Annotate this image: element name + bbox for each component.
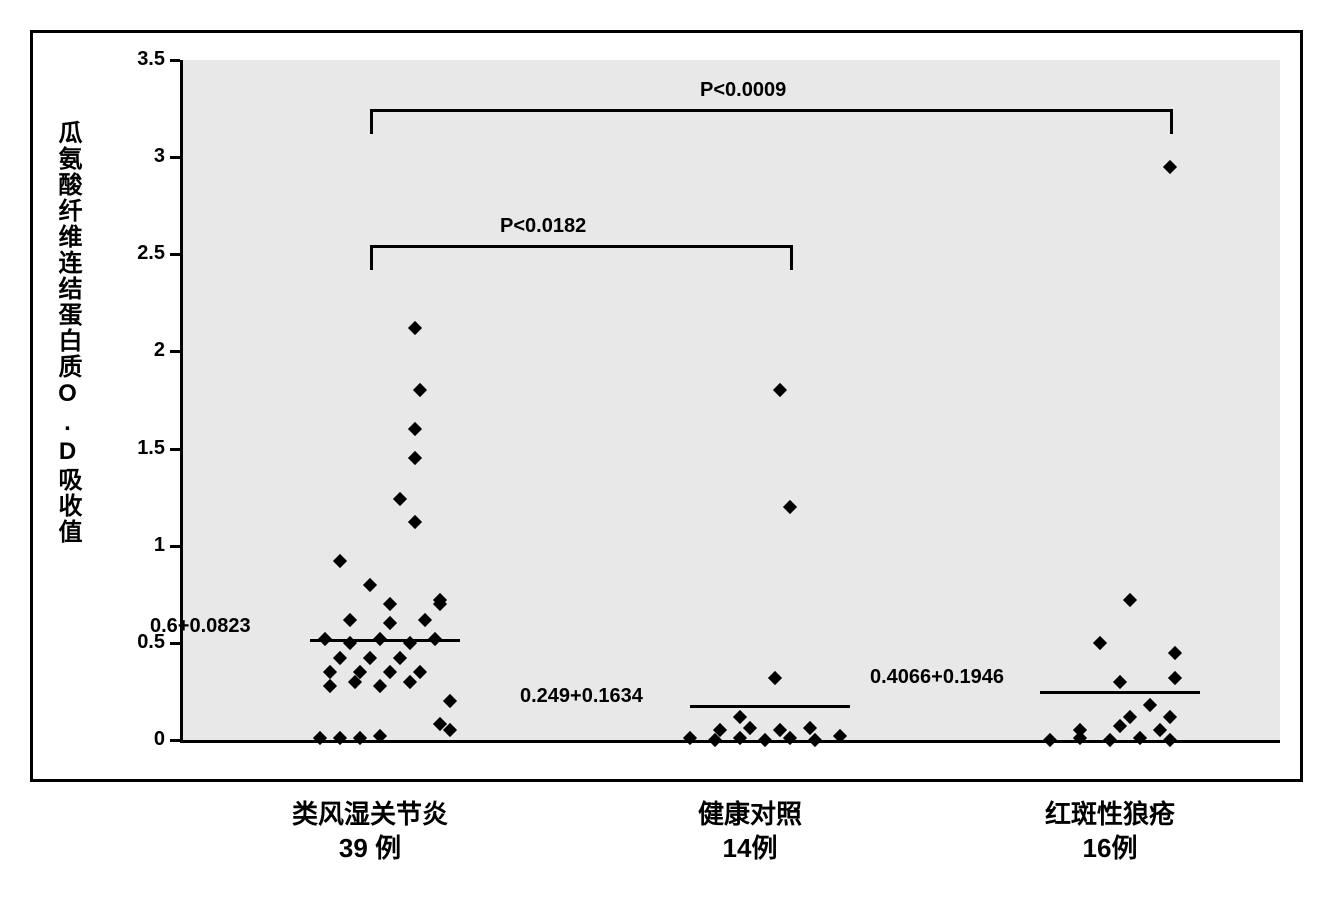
bracket-end: [370, 245, 373, 270]
y-tick-label: 2: [154, 339, 165, 362]
y-axis-label: 瓜氨酸纤维连结蛋白质O.D吸收值: [50, 120, 85, 680]
mean-line: [310, 639, 460, 642]
y-tick-mark: [170, 448, 180, 451]
y-tick-mark: [170, 642, 180, 645]
p-value-label: P<0.0009: [700, 79, 786, 102]
y-tick-mark: [170, 739, 180, 742]
p-value-label: P<0.0182: [500, 215, 586, 238]
y-tick-mark: [170, 350, 180, 353]
y-tick-mark: [170, 545, 180, 548]
x-category-sublabel: 39 例: [250, 828, 490, 865]
mean-label: 0.249+0.1634: [520, 685, 643, 708]
y-tick-label: 3: [154, 145, 165, 168]
y-tick-label: 1: [154, 534, 165, 557]
comparison-bracket: [370, 109, 1170, 112]
y-tick-mark: [170, 156, 180, 159]
y-tick-label: 0: [154, 728, 165, 751]
comparison-bracket: [370, 245, 790, 248]
y-tick-label: 2.5: [137, 242, 165, 265]
bracket-end: [370, 109, 373, 134]
y-tick-label: 3.5: [137, 48, 165, 71]
bracket-end: [790, 245, 793, 270]
bracket-end: [1170, 109, 1173, 134]
chart-container: 瓜氨酸纤维连结蛋白质O.D吸收值 00.511.522.533.5类风湿关节炎3…: [20, 20, 1313, 880]
y-tick-mark: [170, 59, 180, 62]
y-tick-mark: [170, 253, 180, 256]
mean-label: 0.6+0.0823: [150, 615, 251, 638]
x-category-label: 类风湿关节炎: [250, 794, 490, 831]
mean-line: [690, 705, 850, 708]
y-tick-label: 1.5: [137, 437, 165, 460]
x-category-label: 健康对照: [630, 794, 870, 831]
x-category-sublabel: 16例: [990, 828, 1230, 865]
x-category-label: 红斑性狼疮: [990, 794, 1230, 831]
mean-line: [1040, 691, 1200, 694]
x-category-sublabel: 14例: [630, 828, 870, 865]
mean-label: 0.4066+0.1946: [870, 666, 1004, 689]
